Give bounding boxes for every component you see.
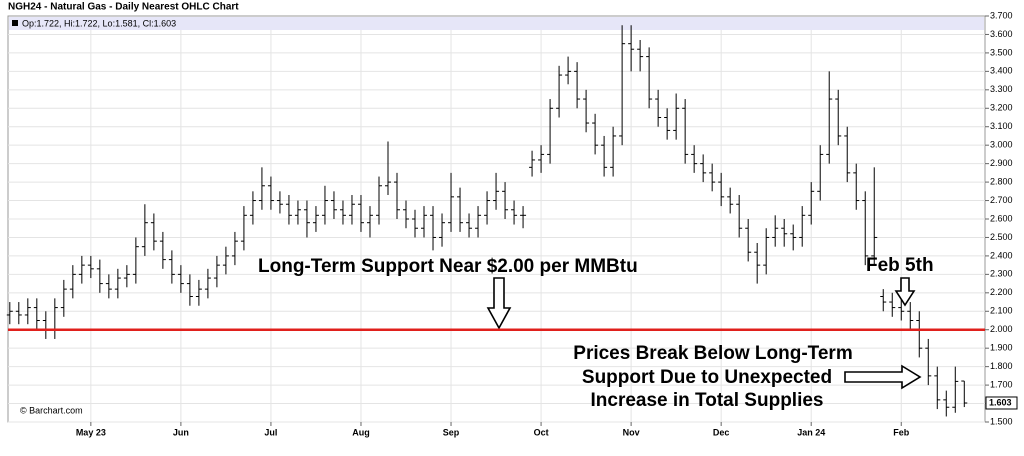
annotation: Support Due to Unexpected bbox=[582, 367, 832, 388]
y-tick-label: 1.700 bbox=[990, 379, 1013, 389]
header-band bbox=[9, 17, 984, 30]
x-tick-label: Nov bbox=[623, 427, 640, 437]
x-tick-label: Dec bbox=[713, 427, 730, 437]
x-tick-label: May 23 bbox=[76, 427, 106, 437]
last-price-box bbox=[985, 396, 1018, 410]
y-tick-label: 2.400 bbox=[990, 250, 1013, 260]
y-tick-label: 2.900 bbox=[990, 158, 1013, 168]
y-tick-label: 2.600 bbox=[990, 213, 1013, 223]
annotation: Feb 5th bbox=[866, 255, 934, 276]
y-tick-label: 1.900 bbox=[990, 343, 1013, 353]
arrow-down bbox=[486, 277, 512, 330]
x-tick-label: Jun bbox=[173, 427, 189, 437]
y-tick-label: 3.000 bbox=[990, 140, 1013, 150]
y-tick-label: 2.800 bbox=[990, 176, 1013, 186]
chart-title: NGH24 - Natural Gas - Daily Nearest OHLC… bbox=[8, 2, 239, 13]
y-tick-label: 2.000 bbox=[990, 324, 1013, 334]
y-tick-label: 3.200 bbox=[990, 103, 1013, 113]
y-tick-label: 2.700 bbox=[990, 195, 1013, 205]
y-tick-label: 3.600 bbox=[990, 29, 1013, 39]
x-tick-label: Aug bbox=[352, 427, 370, 437]
legend-swatch bbox=[12, 20, 18, 26]
annotation: Long-Term Support Near $2.00 per MMBtu bbox=[258, 256, 638, 277]
y-tick-label: 3.300 bbox=[990, 84, 1013, 94]
y-tick-label: 2.500 bbox=[990, 232, 1013, 242]
y-tick-label: 3.500 bbox=[990, 47, 1013, 57]
y-tick-label: 2.200 bbox=[990, 287, 1013, 297]
x-tick-label: Jan 24 bbox=[797, 427, 825, 437]
y-tick-label: 3.700 bbox=[990, 10, 1013, 20]
x-tick-label: Jul bbox=[264, 427, 277, 437]
x-tick-label: Feb bbox=[893, 427, 910, 437]
y-tick-label: 1.500 bbox=[990, 416, 1013, 426]
ohlc-header: Op:1.722, Hi:1.722, Lo:1.581, Cl:1.603 bbox=[22, 18, 176, 28]
y-tick-label: 1.800 bbox=[990, 361, 1013, 371]
annotation: Increase in Total Supplies bbox=[591, 390, 824, 411]
y-tick-label: 3.100 bbox=[990, 121, 1013, 131]
annotation: Prices Break Below Long-Term bbox=[573, 343, 852, 364]
y-tick-label: 2.300 bbox=[990, 269, 1013, 279]
arrow-down bbox=[894, 277, 916, 307]
x-tick-label: Oct bbox=[534, 427, 549, 437]
arrow-right bbox=[844, 364, 922, 390]
source: © Barchart.com bbox=[20, 405, 83, 415]
y-tick-label: 2.100 bbox=[990, 306, 1013, 316]
x-tick-label: Sep bbox=[443, 427, 460, 437]
y-tick-label: 3.400 bbox=[990, 66, 1013, 76]
last-price-label: 1.603 bbox=[989, 397, 1012, 407]
